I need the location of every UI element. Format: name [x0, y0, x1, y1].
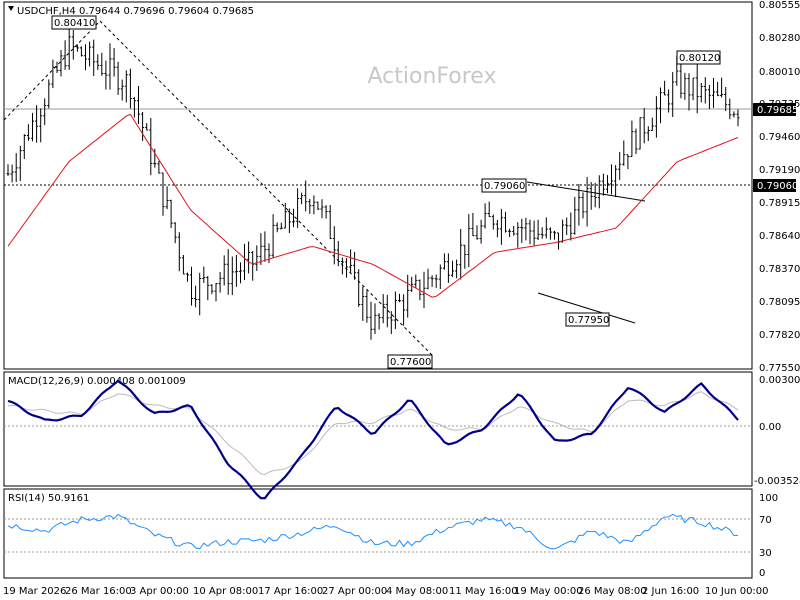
x-tick-label: 26 Mar 16:00 — [65, 586, 132, 597]
x-tick-label: 27 Apr 00:00 — [322, 586, 387, 597]
y-tick-label: 0.77820 — [759, 330, 800, 341]
x-tick-label: 11 May 16:00 — [449, 586, 518, 597]
x-tick-label: 2 Jun 16:00 — [642, 586, 699, 597]
symbol-label: USDCHF,H4 — [17, 6, 76, 17]
macd-tick-label: 0.003009 — [759, 375, 800, 386]
macd-signal-line — [7, 391, 739, 476]
macd-title: MACD(12,26,9) 0.000408 0.001009 — [8, 376, 186, 387]
trendline-dashed-up — [3, 20, 101, 121]
x-tick-label: 26 May 08:00 — [578, 586, 647, 597]
y-tick-label: 0.79190 — [759, 165, 800, 176]
annotation-mid-high: 0.79060 — [484, 181, 525, 192]
macd-panel — [3, 371, 753, 487]
annotation-mid-low: 0.77950 — [568, 315, 609, 326]
x-tick-label: 10 Apr 08:00 — [193, 586, 258, 597]
annotation-low: 0.77600 — [390, 357, 431, 368]
macd-line — [7, 379, 739, 500]
y-tick-label: 0.77550 — [759, 363, 800, 374]
annotation-high: 0.80410 — [54, 18, 95, 29]
trendline-channel-top — [526, 181, 646, 202]
y-tick-label: 0.79460 — [759, 132, 800, 143]
annotation-box — [387, 354, 433, 369]
y-tick-label: 0.78095 — [759, 297, 800, 308]
annotation-box — [676, 50, 721, 65]
rsi-tick-label: 0 — [759, 568, 765, 579]
reference-level-label: 0.79060 — [757, 181, 798, 192]
x-tick-label: 3 Apr 00:00 — [130, 586, 189, 597]
x-tick-label: 4 May 08:00 — [386, 586, 448, 597]
macd-tick-label: 0.00 — [759, 422, 781, 433]
annotation-recent-high: 0.80120 — [679, 53, 720, 64]
trendlines — [3, 20, 646, 356]
y-tick-label: 0.78370 — [759, 264, 800, 275]
rsi-tick-label: 30 — [759, 548, 772, 559]
annotation-box — [565, 312, 610, 327]
price-axis: 0.80555 0.80280 0.80010 0.79735 0.79460 … — [753, 0, 800, 374]
y-tick-label: 0.80010 — [759, 67, 800, 78]
annotation-box — [481, 178, 527, 193]
annotation-box — [51, 15, 97, 30]
rsi-title: RSI(14) 50.9161 — [8, 493, 89, 504]
x-tick-label: 10 Jun 00:00 — [705, 586, 769, 597]
macd-tick-label: -0.003528 — [754, 476, 800, 487]
time-axis: 19 Mar 2026 26 Mar 16:00 3 Apr 00:00 10 … — [3, 586, 769, 597]
y-tick-label: 0.78915 — [759, 198, 800, 209]
y-tick-label: 0.78640 — [759, 231, 800, 242]
trendline-dashed-down — [99, 20, 433, 356]
ohlc-values: 0.79644 0.79696 0.79604 0.79685 — [79, 6, 254, 17]
current-price-label: 0.79685 — [757, 105, 798, 116]
rsi-line — [7, 513, 739, 550]
trendline-channel-bottom — [537, 292, 636, 324]
moving-average-line — [7, 113, 739, 298]
chevron-down-icon — [8, 6, 14, 11]
x-tick-label: 19 May 00:00 — [514, 586, 583, 597]
rsi-tick-label: 70 — [759, 515, 772, 526]
rsi-tick-label: 100 — [759, 493, 778, 504]
current-price-tag — [753, 103, 796, 116]
rsi-panel — [3, 488, 753, 579]
y-tick-label: 0.80280 — [759, 33, 800, 44]
price-annotations: 0.80410 0.80120 0.79060 0.77950 0.77600 — [51, 15, 721, 369]
watermark: ActionForex — [368, 64, 497, 89]
x-tick-label: 17 Apr 16:00 — [258, 586, 323, 597]
candles — [6, 28, 740, 340]
reference-level-tag — [753, 179, 796, 192]
header: USDCHF,H4 0.79644 0.79696 0.79604 0.7968… — [8, 6, 254, 17]
x-tick-label: 19 Mar 2026 — [3, 586, 66, 597]
y-tick-label: 0.80555 — [759, 0, 800, 11]
